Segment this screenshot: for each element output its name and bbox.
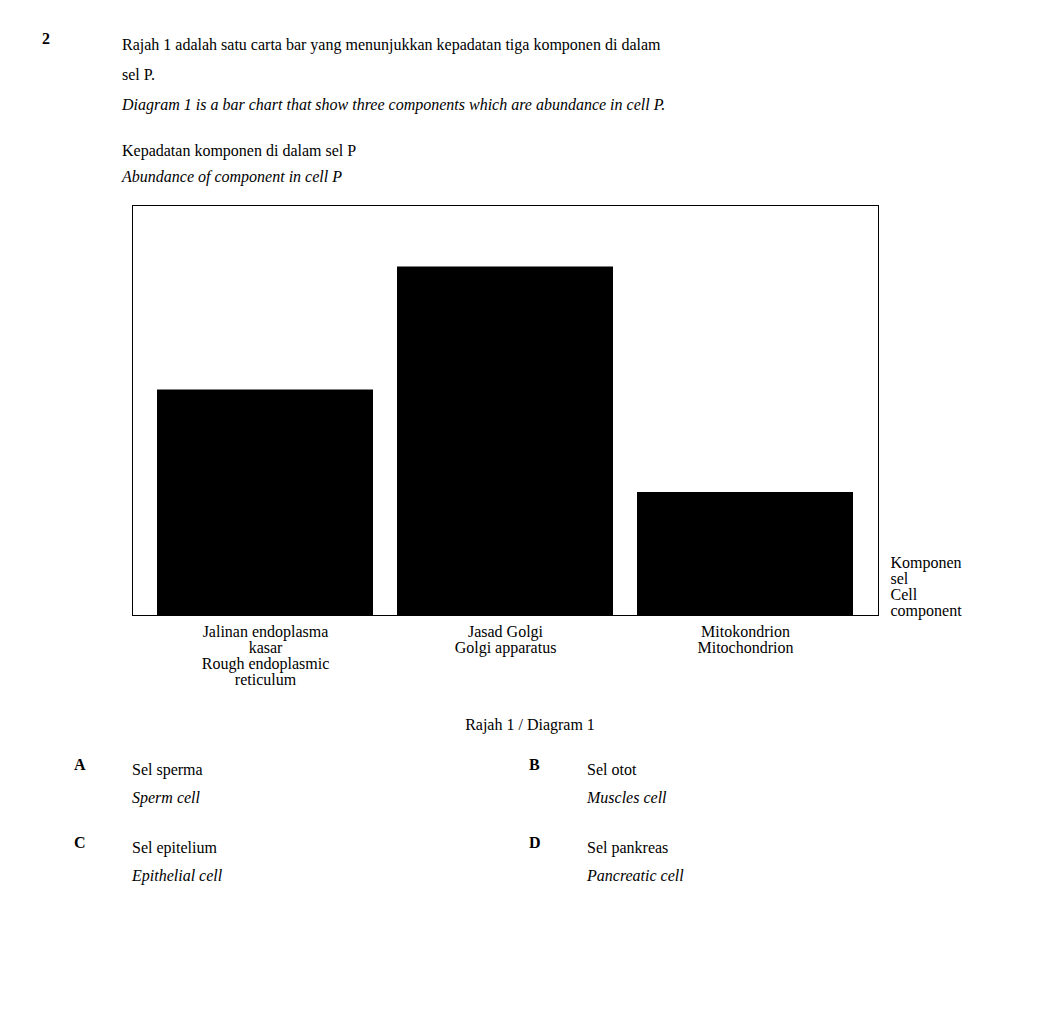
html-text:Epithelial cell: Epithelial cell <box>132 867 223 884</box>
html-text:Kepadatan komponen di dalam se: Kepadatan komponen di dalam sel P <box>122 142 357 159</box>
html-text:A: A <box>74 756 86 773</box>
html-text:Pancreatic cell: Pancreatic cell <box>587 867 684 884</box>
html-text:Sel epitelium: Sel epitelium <box>132 839 217 856</box>
html-text:sel P.: sel P. <box>122 66 155 83</box>
html-text:Sel otot: Sel otot <box>587 761 637 778</box>
svg-text:MitokondrionMitochondrion: MitokondrionMitochondrion <box>698 623 794 656</box>
html-text:Sperm cell: Sperm cell <box>132 789 200 806</box>
html-text:Rajah 1 adalah satu carta bar: Rajah 1 adalah satu carta bar yang menun… <box>122 36 661 53</box>
html-text:Sel sperma: Sel sperma <box>132 761 203 778</box>
html-text:B: B <box>529 756 540 773</box>
svg-text:Jasad GolgiGolgi apparatus: Jasad GolgiGolgi apparatus <box>455 623 557 657</box>
html-text:Muscles cell: Muscles cell <box>587 789 667 806</box>
svg-text:KomponenselCellcomponent: KomponenselCellcomponent <box>891 554 963 620</box>
svg-text:Jalinan endoplasmakasarRough e: Jalinan endoplasmakasarRough endoplasmic… <box>202 623 330 688</box>
html-text:Diagram 1 is a bar chart that: Diagram 1 is a bar chart that show three… <box>122 96 666 113</box>
html-text:2: 2 <box>42 30 50 47</box>
html-text:D: D <box>529 834 541 851</box>
html-text:Abundance of component in cell: Abundance of component in cell P <box>122 168 342 185</box>
html-text:Sel pankreas: Sel pankreas <box>587 839 669 856</box>
html-text:C: C <box>74 834 86 851</box>
html-text:Rajah 1 / Diagram 1: Rajah 1 / Diagram 1 <box>465 716 595 733</box>
